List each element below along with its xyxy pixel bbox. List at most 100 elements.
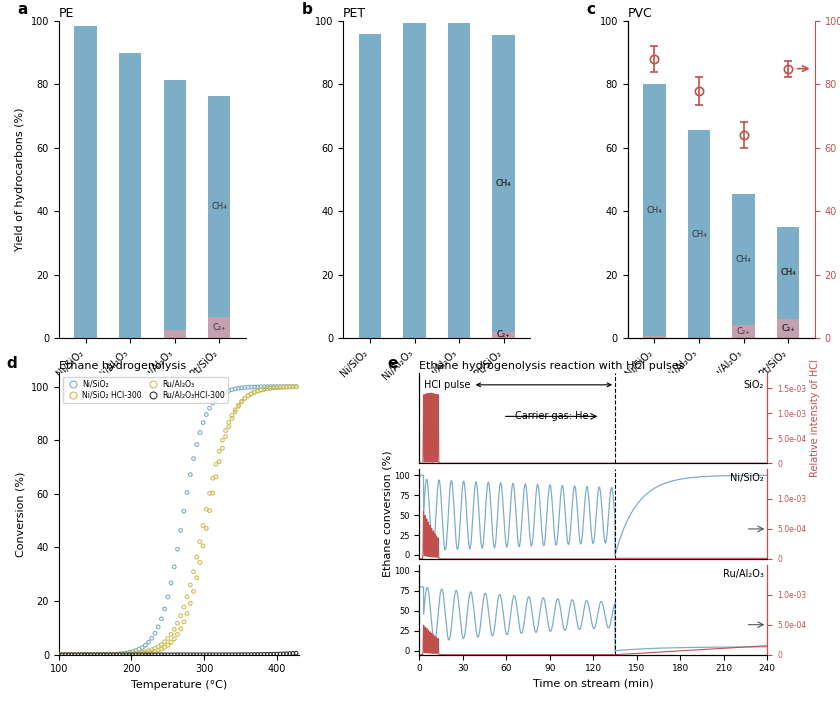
Point: [165, 629, 178, 640]
Point: [94, 649, 108, 660]
Point: [244, 388, 258, 399]
Point: [248, 386, 261, 398]
Point: [228, 406, 242, 417]
Bar: [688, 130, 710, 338]
Point: [123, 648, 136, 660]
X-axis label: Temperature (°C): Temperature (°C): [130, 680, 227, 690]
Point: [97, 649, 110, 660]
Point: [116, 648, 129, 660]
Point: [255, 384, 268, 396]
Point: [190, 572, 203, 584]
Point: [135, 647, 149, 658]
Point: [280, 648, 293, 660]
Point: [161, 591, 175, 603]
Point: [132, 647, 145, 658]
Point: [206, 649, 219, 660]
Point: [177, 649, 191, 660]
Point: [94, 649, 108, 660]
Point: [251, 381, 265, 392]
Point: [264, 381, 277, 392]
Point: [200, 649, 213, 660]
Point: [107, 649, 120, 660]
Point: [59, 649, 72, 660]
Point: [260, 383, 274, 394]
Point: [52, 649, 66, 660]
Point: [206, 472, 219, 484]
Point: [149, 646, 162, 657]
Point: [126, 649, 139, 660]
Point: [142, 647, 155, 658]
Point: [161, 649, 175, 660]
Point: [206, 398, 219, 409]
Point: [100, 649, 113, 660]
Point: [232, 399, 245, 410]
Point: [193, 536, 207, 547]
Point: [186, 566, 200, 577]
Point: [55, 649, 69, 660]
Bar: [208, 318, 230, 338]
Point: [184, 598, 197, 609]
Point: [65, 649, 78, 660]
Point: [59, 649, 72, 660]
Text: CH₄: CH₄: [691, 230, 706, 239]
Point: [139, 639, 152, 650]
Point: [270, 648, 284, 660]
Point: [216, 649, 229, 660]
Point: [123, 648, 136, 660]
Point: [59, 649, 72, 660]
Point: [222, 649, 235, 660]
Point: [142, 645, 155, 656]
Point: [151, 649, 165, 660]
Point: [68, 649, 81, 660]
Point: [65, 649, 78, 660]
Point: [142, 649, 155, 660]
Point: [75, 649, 88, 660]
Point: [110, 648, 123, 660]
Text: C₂₊: C₂₊: [496, 330, 511, 339]
Point: [248, 386, 261, 398]
Point: [286, 381, 300, 392]
Point: [155, 613, 168, 624]
Point: [167, 649, 181, 660]
Point: [145, 649, 159, 660]
Bar: [164, 330, 186, 338]
Point: [151, 645, 165, 656]
Point: [244, 388, 258, 399]
Point: [87, 649, 101, 660]
Point: [276, 382, 290, 393]
Point: [91, 649, 104, 660]
Point: [100, 649, 113, 660]
Point: [113, 649, 127, 660]
Point: [71, 649, 85, 660]
Point: [286, 382, 300, 393]
Point: [151, 641, 165, 653]
Point: [165, 577, 178, 589]
Text: HCl pulse: HCl pulse: [423, 380, 611, 390]
Point: [238, 393, 251, 404]
Point: [71, 649, 85, 660]
Text: CH₄: CH₄: [212, 202, 227, 211]
Text: Ru/Al₂O₃: Ru/Al₂O₃: [723, 569, 764, 579]
Point: [244, 649, 258, 660]
Point: [184, 579, 197, 591]
Point: [84, 649, 97, 660]
Point: [84, 649, 97, 660]
Point: [84, 649, 97, 660]
Point: [71, 649, 85, 660]
Point: [155, 649, 168, 660]
Point: [55, 649, 69, 660]
Point: [219, 649, 233, 660]
Point: [276, 648, 290, 660]
Point: [119, 648, 133, 660]
Point: [260, 381, 274, 392]
Point: [190, 439, 203, 450]
Point: [213, 391, 226, 402]
Point: [228, 383, 242, 394]
Text: e: e: [387, 356, 398, 371]
Bar: [359, 34, 381, 338]
Point: [193, 649, 207, 660]
Point: [290, 648, 303, 659]
Point: [103, 648, 117, 660]
Point: [209, 458, 223, 470]
Point: [216, 443, 229, 454]
